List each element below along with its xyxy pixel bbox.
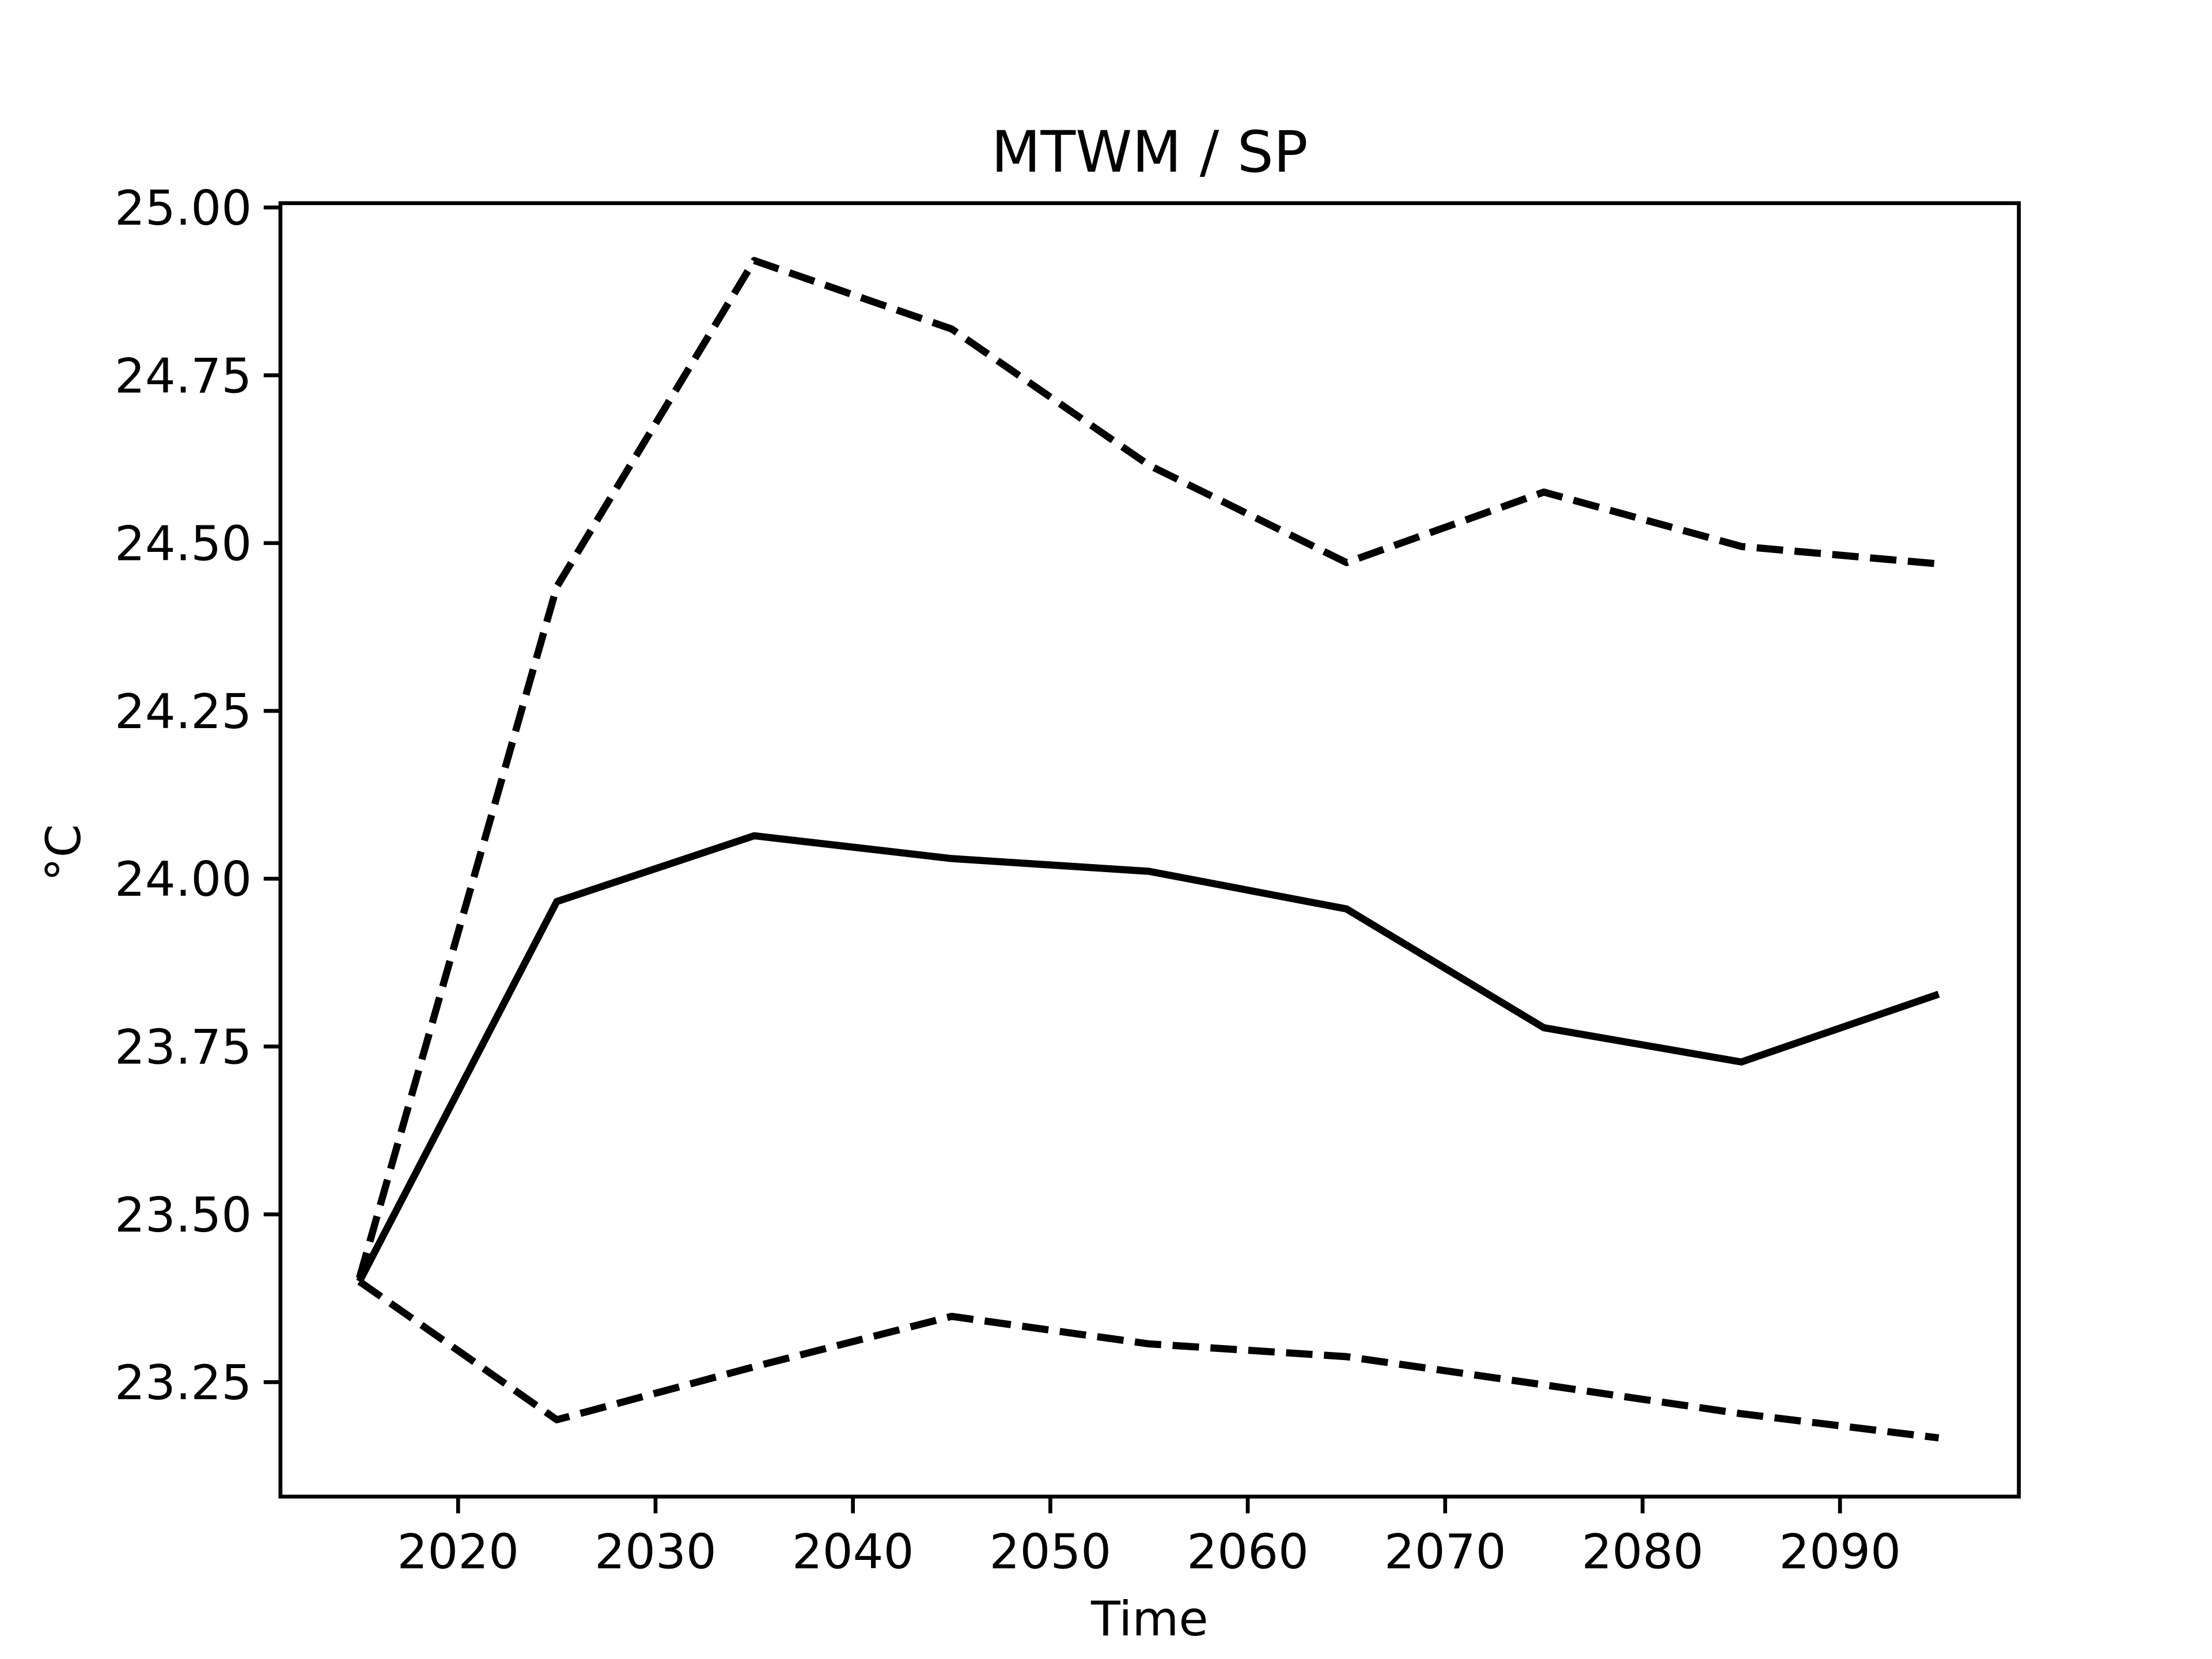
- x-tick-label: 2030: [594, 1524, 717, 1580]
- x-tick-label: 2070: [1384, 1524, 1506, 1580]
- x-axis-label: Time: [1090, 1591, 1209, 1647]
- x-tick-label: 2050: [990, 1524, 1112, 1580]
- y-tick-label: 24.25: [115, 684, 252, 740]
- y-tick-label: 24.50: [115, 516, 252, 572]
- series-line: [357, 1278, 1940, 1442]
- x-tick-label: 2060: [1187, 1524, 1309, 1580]
- x-tick-label: 2040: [792, 1524, 914, 1580]
- y-tick-label: 23.25: [115, 1355, 252, 1411]
- x-tick-label: 2090: [1779, 1524, 1901, 1580]
- series-line: [356, 832, 1940, 1283]
- y-tick-label: 24.75: [115, 348, 252, 404]
- chart-title: MTWM / SP: [991, 119, 1308, 185]
- y-tick-label: 23.50: [115, 1187, 252, 1243]
- series-line: [355, 257, 1940, 1279]
- y-tick-label: 24.00: [115, 851, 252, 907]
- y-tick-label: 23.75: [115, 1020, 252, 1075]
- x-tick-label: 2020: [397, 1524, 519, 1580]
- plot-frame: [278, 201, 2021, 1499]
- y-tick-label: 25.00: [115, 180, 252, 236]
- y-axis-label: °C: [36, 824, 92, 882]
- x-tick-label: 2080: [1582, 1524, 1704, 1580]
